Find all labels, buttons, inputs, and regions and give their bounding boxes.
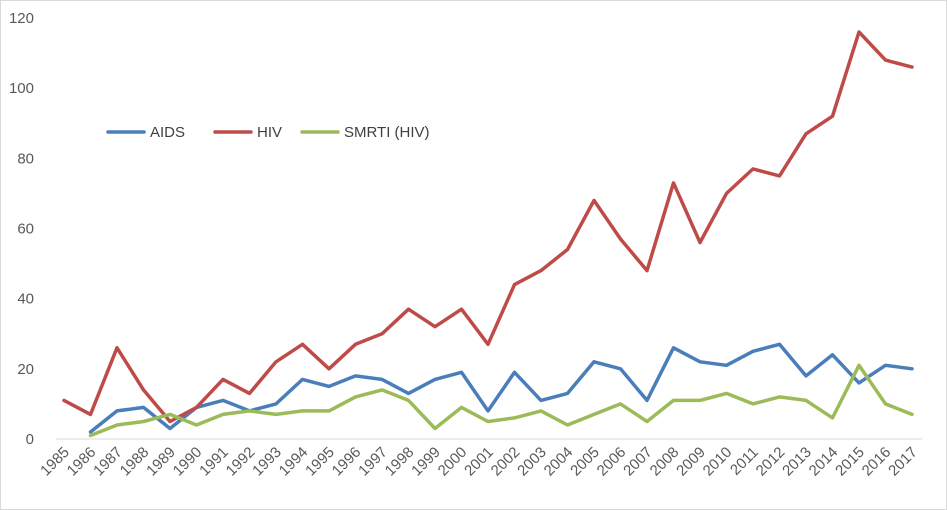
- legend-label: AIDS: [150, 124, 185, 141]
- x-tick-label: 1992: [223, 444, 259, 480]
- x-tick-label: 1986: [64, 444, 100, 480]
- x-tick-label: 2016: [859, 444, 895, 480]
- y-tick-label: 60: [17, 221, 34, 238]
- series-line-aids: [88, 342, 914, 434]
- x-tick-label: 1985: [37, 444, 73, 480]
- x-tick-label: 2008: [647, 444, 683, 480]
- y-tick-label: 40: [17, 291, 34, 308]
- x-tick-label: 2012: [753, 444, 789, 480]
- x-tick-label: 1991: [196, 444, 232, 480]
- x-tick-label: 2003: [514, 444, 550, 480]
- legend-label: HIV: [257, 124, 282, 141]
- series-lines: [62, 30, 914, 438]
- x-tick-label: 1993: [249, 444, 285, 480]
- x-tick-label: 2011: [727, 444, 762, 479]
- x-tick-label: 1998: [382, 444, 418, 480]
- x-tick-label: 2017: [885, 444, 921, 480]
- x-tick-label: 1990: [170, 444, 206, 480]
- x-tick-label: 2006: [594, 444, 630, 480]
- x-tick-label: 1999: [408, 444, 444, 480]
- x-tick-label: 2001: [461, 444, 497, 480]
- x-tick-label: 2002: [488, 444, 524, 480]
- y-tick-label: 0: [26, 431, 34, 448]
- x-tick-label: 1996: [329, 444, 365, 480]
- x-tick-label: 2014: [806, 444, 842, 480]
- y-tick-label: 120: [9, 10, 34, 27]
- x-tick-label: 1995: [302, 444, 338, 480]
- series-line-smrti-hiv: [88, 363, 914, 438]
- x-tick-label: 1997: [355, 444, 391, 480]
- x-tick-label: 1988: [117, 444, 153, 480]
- x-tick-label: 1987: [90, 444, 126, 480]
- y-tick-label: 80: [17, 150, 34, 167]
- y-tick-label: 20: [17, 361, 34, 378]
- x-tick-label: 2015: [832, 444, 868, 480]
- x-tick-label: 2005: [567, 444, 603, 480]
- legend-label: SMRTI (HIV): [344, 124, 430, 141]
- y-tick-label: 100: [9, 80, 34, 97]
- x-tick-label: 2013: [779, 444, 815, 480]
- legend: AIDS HIV SMRTI (HIV): [106, 124, 430, 141]
- x-tick-label: 2010: [700, 444, 736, 480]
- x-tick-label: 1994: [276, 444, 312, 480]
- x-tick-label: 2000: [435, 444, 471, 480]
- x-tick-label: 2009: [673, 444, 709, 480]
- x-tick-label: 2004: [541, 444, 577, 480]
- series-line-hiv: [62, 30, 914, 424]
- x-tick-label: 2007: [620, 444, 656, 480]
- x-tick-label: 1989: [143, 444, 179, 480]
